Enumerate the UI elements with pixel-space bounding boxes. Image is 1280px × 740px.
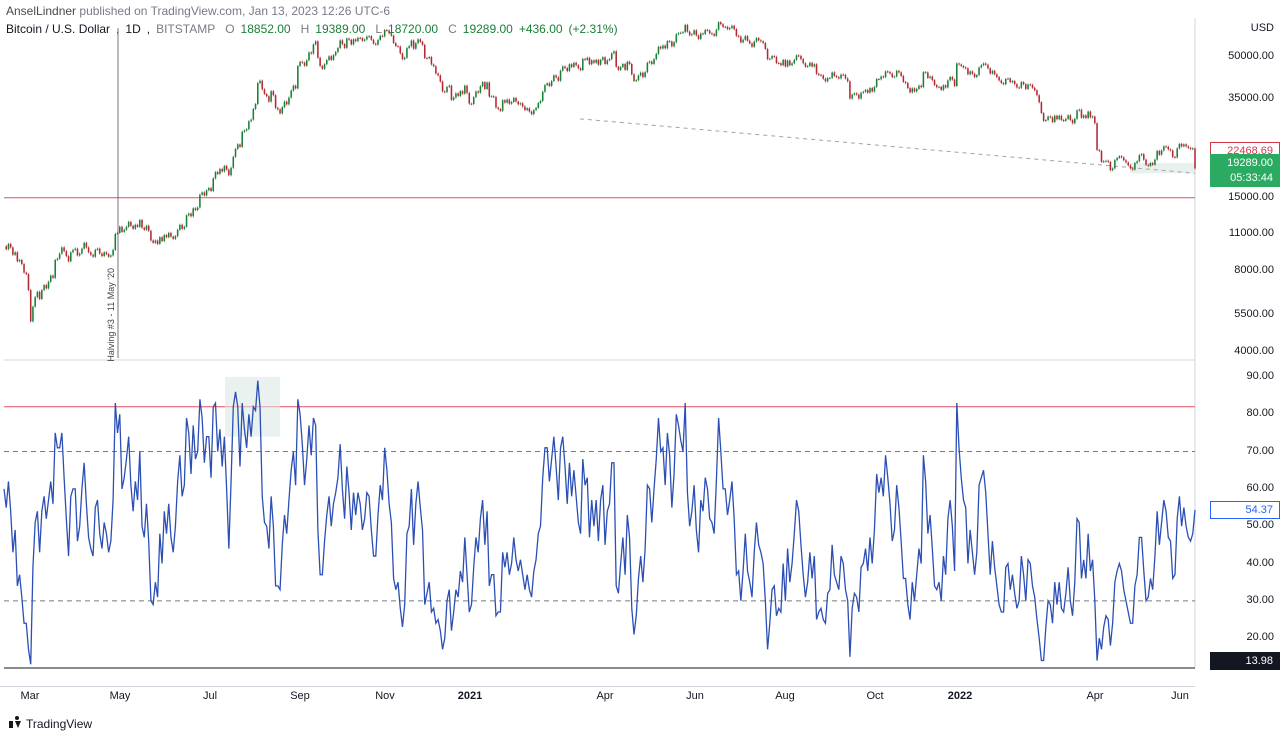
high-label: H (301, 22, 310, 36)
rsi-tick: 40.00 (1246, 557, 1274, 569)
open-label: O (225, 22, 234, 36)
time-tick: Jun (1171, 690, 1189, 702)
open-value: 18852.00 (241, 22, 291, 36)
rsi-tick: 30.00 (1246, 594, 1274, 606)
rsi-tick: 90.00 (1246, 370, 1274, 382)
tradingview-logo-icon (8, 715, 22, 732)
change-value: +436.00 (519, 22, 563, 36)
change-pct: (+2.31%) (569, 22, 618, 36)
rsi-tick: 60.00 (1246, 482, 1274, 494)
publisher-name: AnselLindner (6, 4, 76, 18)
time-tick: May (110, 690, 131, 702)
footer-brand: TradingView (8, 715, 92, 732)
footer-text: TradingView (26, 717, 92, 731)
time-axis: Mar May Jul Sep Nov 2021 Apr Jun Aug Oct 2022 Apr Ju… (0, 686, 1195, 706)
exchange: BITSTAMP (156, 22, 215, 36)
time-tick: Oct (866, 690, 883, 702)
rsi-axis: 90.00 80.00 70.00 60.00 54.3750.00 40.00 30.00… (1200, 0, 1280, 740)
symbol-name: Bitcoin / U.S. Dollar (6, 22, 110, 36)
rsi-tick: 70.00 (1246, 445, 1274, 457)
high-value: 19389.00 (315, 22, 365, 36)
low-label: L (375, 22, 382, 36)
time-tick: Sep (290, 690, 310, 702)
time-tick: 2021 (458, 690, 482, 702)
time-tick: Jun (686, 690, 704, 702)
publish-header: AnselLindner published on TradingView.co… (6, 4, 390, 18)
time-tick: Aug (775, 690, 795, 702)
close-label: C (448, 22, 457, 36)
timeframe: 1D (125, 22, 140, 36)
time-tick: Jul (203, 690, 217, 702)
rsi-tick: 50.00 (1246, 519, 1274, 531)
rsi-tick: 80.00 (1246, 407, 1274, 419)
rsi-tick: 20.00 (1246, 631, 1274, 643)
time-tick: Apr (1086, 690, 1103, 702)
chart-container: AnselLindner published on TradingView.co… (0, 0, 1280, 740)
halving-label: Halving #3 - 11 May '20 (106, 268, 116, 362)
published-on-text: published on TradingView.com, (79, 4, 245, 18)
time-tick: Nov (375, 690, 395, 702)
close-value: 19289.00 (463, 22, 513, 36)
chart-svg (0, 0, 1280, 740)
time-tick: Mar (21, 690, 40, 702)
time-tick: 2022 (948, 690, 972, 702)
ohlc-row: Bitcoin / U.S. Dollar, 1D, BITSTAMP O188… (6, 22, 618, 36)
rsi-label-low: 13.98 (1210, 652, 1280, 670)
low-value: 18720.00 (388, 22, 438, 36)
time-tick: Apr (596, 690, 613, 702)
rsi-label-current: 54.37 (1210, 501, 1280, 519)
publish-date: Jan 13, 2023 12:26 UTC-6 (249, 4, 390, 18)
